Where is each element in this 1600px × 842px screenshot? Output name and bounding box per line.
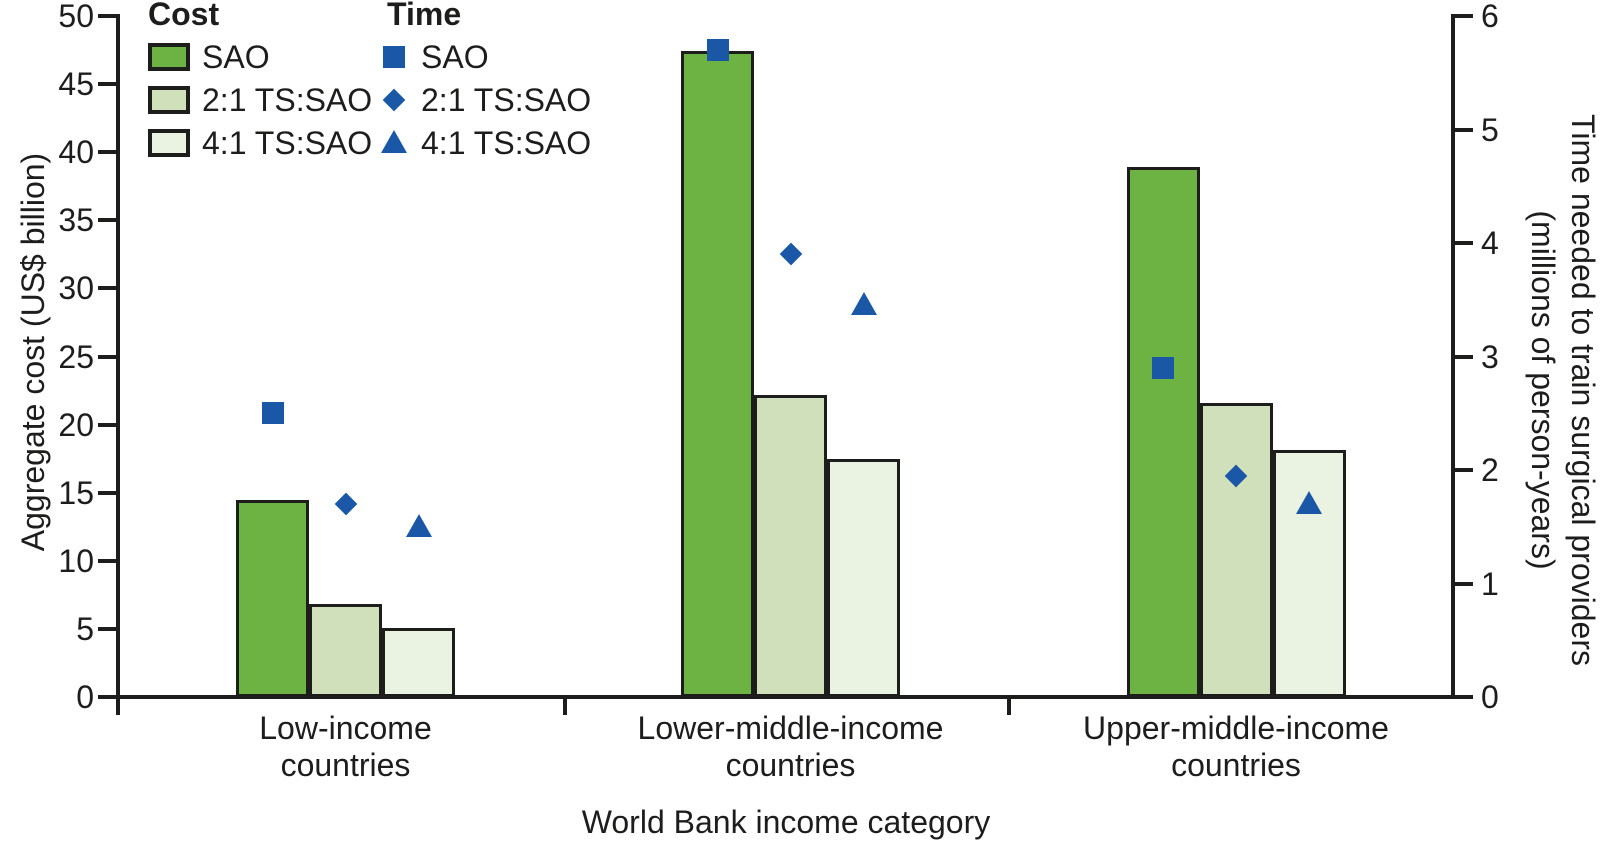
time-axis-tick <box>1455 468 1473 472</box>
legend-swatch-2-1-ts-sao <box>148 86 190 114</box>
cost-bar-2-1-ts-sao <box>1199 402 1273 697</box>
cost-axis-tick-label: 15 <box>58 474 94 511</box>
time-marker-2-1-ts-sao <box>334 492 357 516</box>
time-axis-tick <box>1455 14 1473 18</box>
legend-swatch-sao <box>148 43 190 71</box>
legend-time-header: Time <box>387 0 462 32</box>
cost-axis-tick-label: 35 <box>58 202 94 239</box>
group-divider-tick <box>562 699 567 715</box>
cost-axis-tick-label: 30 <box>58 270 94 307</box>
time-axis-tick <box>1455 354 1473 359</box>
time-axis-tick-label: 4 <box>1481 225 1499 261</box>
cost-axis-tick-label: 40 <box>58 134 94 171</box>
legend-swatch-4-1-ts-sao <box>148 129 190 157</box>
cost-axis-tick-label: 5 <box>76 610 94 647</box>
cost-bar-2-1-ts-sao <box>309 604 382 697</box>
cost-bar-sao <box>1126 167 1200 697</box>
cost-axis-tick <box>98 695 116 699</box>
time-axis-tick-label: 1 <box>1481 565 1499 602</box>
x-category-label-line: Lower-middle-income <box>637 710 944 746</box>
x-axis-title: World Bank income category <box>581 804 991 840</box>
legend-marker-2-1-ts-sao <box>382 88 406 112</box>
cost-axis-tick-label: 45 <box>58 66 94 103</box>
cost-bar-sao <box>236 499 309 697</box>
time-marker-4-1-ts-sao <box>405 513 432 537</box>
time-axis-tick <box>1455 695 1473 699</box>
time-marker-sao <box>706 39 729 62</box>
time-marker-sao <box>1152 356 1174 379</box>
time-axis-tick-label: 0 <box>1481 679 1499 715</box>
time-marker-4-1-ts-sao <box>850 292 877 316</box>
x-category-label-line: countries <box>1171 747 1301 783</box>
x-category-label-line: Upper-middle-income <box>1083 710 1389 746</box>
cost-axis-tick <box>98 558 116 563</box>
time-marker-2-1-ts-sao <box>779 243 802 266</box>
legend-cost-label: 2:1 TS:SAO <box>202 82 373 118</box>
time-axis-tick-label: 3 <box>1481 338 1499 375</box>
time-marker-sao <box>261 402 284 425</box>
time-axis-tick <box>1455 127 1473 132</box>
cost-axis-tick <box>98 150 116 155</box>
x-category-label-line: countries <box>280 747 411 783</box>
cost-axis-tick-label: 25 <box>58 338 94 375</box>
cost-axis-tick <box>98 14 116 18</box>
x-axis-line <box>116 695 1455 699</box>
cost-axis-tick <box>98 354 116 359</box>
cost-axis-tick <box>98 422 116 427</box>
time-axis-title-line1: Time needed to train surgical providers <box>1565 114 1600 666</box>
legend-time-label: 4:1 TS:SAO <box>421 125 592 161</box>
cost-bar-4-1-ts-sao <box>1272 450 1346 697</box>
legend-cost-label: SAO <box>202 39 270 75</box>
cost-axis-tick-label: 10 <box>58 542 94 579</box>
time-axis-tick-label: 5 <box>1481 111 1499 148</box>
legend-marker-sao <box>383 46 405 68</box>
group-divider-tick <box>1007 699 1012 715</box>
legend-time-label: SAO <box>421 39 489 75</box>
cost-axis-tick-label: 50 <box>58 0 94 34</box>
legend-marker-4-1-ts-sao <box>381 130 407 153</box>
x-category-label: Lower-middle-income countries <box>541 710 1041 784</box>
cost-bar-4-1-ts-sao <box>382 627 455 697</box>
x-category-label-line: Low-income <box>259 710 432 746</box>
time-axis-tick <box>1455 581 1473 586</box>
legend-cost-label: 4:1 TS:SAO <box>202 125 373 161</box>
time-marker-4-1-ts-sao <box>1296 491 1322 515</box>
time-axis-tick-label: 2 <box>1481 452 1499 488</box>
cost-axis-tick <box>98 218 116 223</box>
time-axis-tick-label: 6 <box>1481 0 1499 34</box>
x-category-label: Low-income countries <box>96 710 596 784</box>
cost-axis-tick <box>98 286 116 291</box>
x-category-label: Upper-middle-income countries <box>986 710 1486 784</box>
cost-bar-sao <box>681 51 754 697</box>
time-axis-tick <box>1455 241 1473 245</box>
time-axis-line <box>1451 14 1455 699</box>
cost-axis-tick-label: 0 <box>76 679 94 715</box>
cost-axis-tick-label: 20 <box>58 406 94 443</box>
legend-cost-header: Cost <box>148 0 220 32</box>
cost-bar-2-1-ts-sao <box>754 394 827 697</box>
cost-axis-line <box>116 14 120 715</box>
cost-axis-tick <box>98 626 116 631</box>
cost-axis-tick <box>98 82 116 87</box>
x-category-label-line: countries <box>725 747 856 783</box>
cost-axis-tick <box>98 490 116 495</box>
cost-bar-4-1-ts-sao <box>827 458 900 697</box>
legend-time-label: 2:1 TS:SAO <box>421 82 592 118</box>
